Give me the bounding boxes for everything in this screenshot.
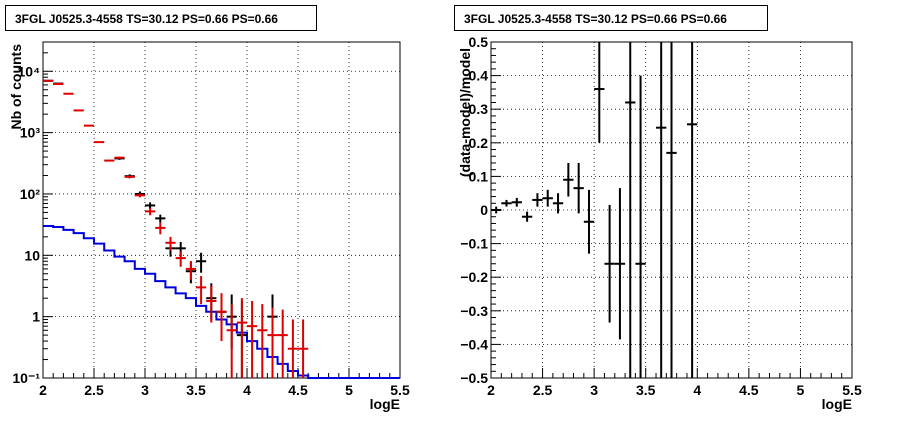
x-tick-label: 4 [243,382,251,398]
model-point [216,293,227,342]
y-tick-label: 0.3 [469,101,489,117]
y-tick-label: 10⁴ [18,63,41,79]
x-axis-title: logE [370,396,400,412]
model-point [298,319,309,378]
y-axis-title: (data-model)/model [457,48,473,177]
y-tick-label: −0.2 [460,269,488,285]
x-tick-label: 3 [590,382,598,398]
residual-point [532,193,543,207]
model-point [94,141,105,144]
model-point [175,251,186,267]
model-point [287,319,298,378]
residual-point [552,193,564,214]
x-tick-label: 2.5 [533,382,553,398]
y-tick-label: 0.2 [469,135,489,151]
residual-point [511,197,522,207]
model-point [145,208,156,216]
y-tick-label: −0.3 [460,303,488,319]
y-tick-label: 10³ [20,125,41,141]
model-point [196,275,207,305]
x-tick-label: 2 [39,382,47,398]
residual-point [635,75,646,378]
data-point [145,202,156,209]
y-tick-label: 1 [32,309,40,325]
x-tick-label: 5 [797,382,805,398]
model-point [206,285,217,323]
y-tick-label: −0.4 [460,336,488,352]
x-axis-title: logE [822,396,852,412]
model-point [267,307,278,378]
y-axis-title: Nb of counts [8,44,24,130]
residual-point [656,42,667,378]
model-point [257,304,268,378]
plot-frame [42,41,401,379]
x-tick-label: 5.5 [390,382,410,398]
x-tick-label: 5 [345,382,353,398]
right-chart: 2 2.5 3 3.5 4 4.5 5 5.5 −0.5 −0.4 −0.3 −0.2 −0.1 0 0.1… [457,34,862,412]
y-tick-label: 10 [24,247,40,263]
y-tick-label: 10⁻¹ [12,370,40,386]
model-point [226,304,237,378]
x-tick-label: 2.5 [84,382,104,398]
residual-point [614,188,626,340]
model-point [104,159,115,162]
data-point [155,214,166,223]
y-tick-label: 0.1 [469,168,489,184]
residual-point [501,199,512,207]
model-point [185,261,196,280]
right-plot-title: 3FGL J0525.3-4558 TS=30.12 PS=0.66 PS=0.… [454,5,768,31]
residual-point [563,162,574,197]
x-tick-label: 4 [693,382,701,398]
x-tick-label: 3.5 [186,382,206,398]
residual-point [542,189,553,207]
x-tick-label: 3 [141,382,149,398]
residual-point [686,42,698,378]
residual-point [491,206,502,214]
left-plot-title: 3FGL J0525.3-4558 TS=30.12 PS=0.66 PS=0.… [5,5,317,31]
model-point [114,156,125,159]
y-tick-label: 10² [20,186,41,202]
residual-point [521,211,533,222]
residual-point [594,42,605,143]
residual-point [573,162,584,214]
residual-point [625,42,636,378]
data-point [196,252,207,273]
model-histogram [43,225,400,379]
residual-point [583,189,595,254]
x-tick-label: 4.5 [739,382,759,398]
y-tick-label: 0.4 [469,68,489,84]
y-tick-label: 0.5 [469,34,489,50]
residual-point [604,204,615,323]
y-tick-label: −0.5 [460,370,488,386]
y-tick-label: −0.1 [460,236,488,252]
model-point [155,222,166,235]
y-tick-label: 0 [480,202,488,218]
x-tick-label: 5.5 [842,382,862,398]
model-point [124,175,135,179]
x-tick-label: 2 [487,382,495,398]
model-point [277,309,288,378]
model-point [134,193,145,198]
residual-point [666,42,677,378]
x-tick-label: 4.5 [288,382,308,398]
left-chart: 2 2.5 3 3.5 4 4.5 5 5.5 10⁻¹ 1 10 10² 10³ 10⁴ logE Nb o… [8,41,410,412]
model-point [165,236,176,251]
model-point [247,300,258,378]
model-point [236,298,247,378]
x-tick-label: 3.5 [636,382,656,398]
